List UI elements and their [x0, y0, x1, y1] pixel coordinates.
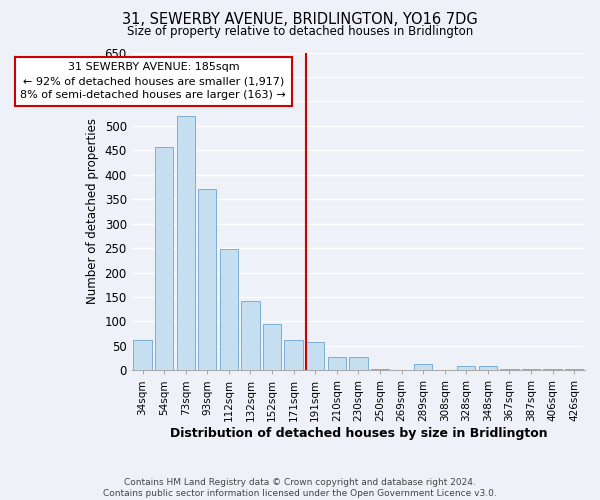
Bar: [479, 366, 497, 370]
X-axis label: Distribution of detached houses by size in Bridlington: Distribution of detached houses by size …: [170, 427, 547, 440]
Bar: [544, 369, 562, 370]
Text: Contains HM Land Registry data © Crown copyright and database right 2024.
Contai: Contains HM Land Registry data © Crown c…: [103, 478, 497, 498]
Bar: [565, 369, 583, 370]
Bar: [414, 364, 432, 370]
Text: Size of property relative to detached houses in Bridlington: Size of property relative to detached ho…: [127, 25, 473, 38]
Bar: [306, 342, 325, 370]
Bar: [328, 356, 346, 370]
Bar: [220, 248, 238, 370]
Bar: [284, 340, 303, 370]
Bar: [522, 369, 540, 370]
Bar: [198, 190, 217, 370]
Bar: [349, 356, 368, 370]
Bar: [155, 147, 173, 370]
Bar: [241, 302, 260, 370]
Bar: [500, 369, 518, 370]
Y-axis label: Number of detached properties: Number of detached properties: [86, 118, 99, 304]
Bar: [176, 116, 195, 370]
Bar: [371, 369, 389, 370]
Bar: [457, 366, 475, 370]
Text: 31, SEWERBY AVENUE, BRIDLINGTON, YO16 7DG: 31, SEWERBY AVENUE, BRIDLINGTON, YO16 7D…: [122, 12, 478, 28]
Text: 31 SEWERBY AVENUE: 185sqm
← 92% of detached houses are smaller (1,917)
8% of sem: 31 SEWERBY AVENUE: 185sqm ← 92% of detac…: [20, 62, 286, 100]
Bar: [133, 340, 152, 370]
Bar: [263, 324, 281, 370]
